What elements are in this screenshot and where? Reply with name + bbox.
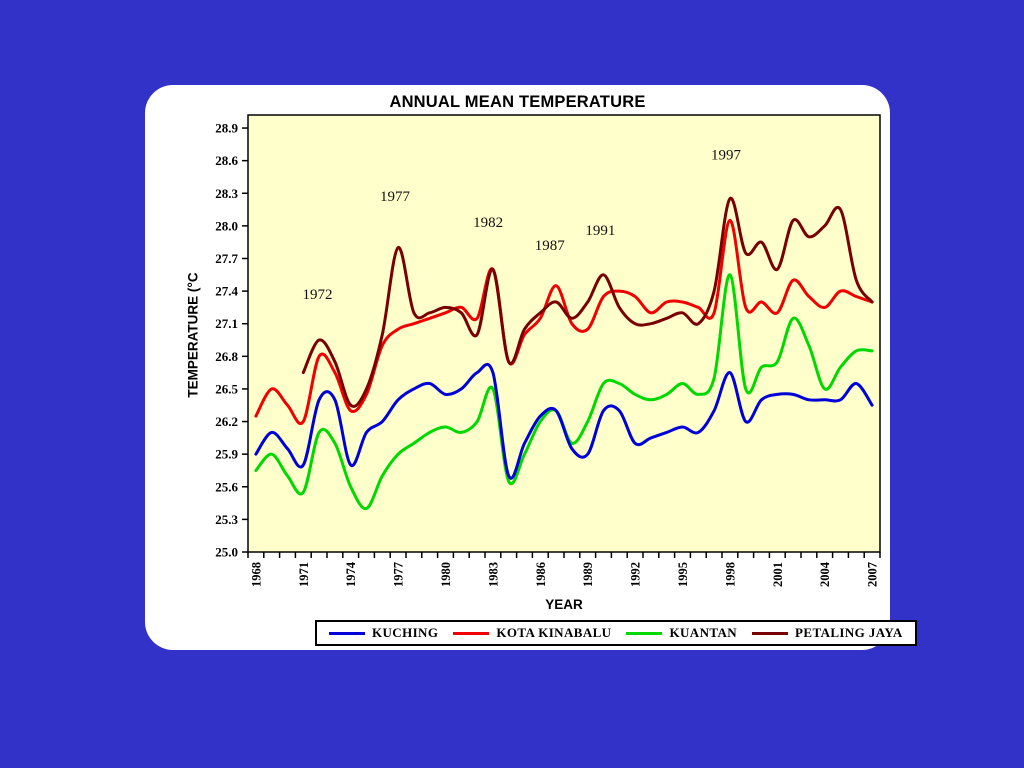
x-tick-label: 2001 (771, 562, 785, 587)
annotation-1997: 1997 (711, 148, 742, 164)
annotation-1977: 1977 (380, 189, 411, 205)
series-line-petaling-jaya (301, 197, 874, 408)
legend-item-kuching: KUCHING (329, 625, 438, 641)
legend-label: PETALING JAYA (795, 625, 903, 640)
x-tick-label: 1980 (439, 562, 453, 587)
legend-item-petaling-jaya: PETALING JAYA (752, 625, 903, 641)
x-tick-label: 1974 (344, 561, 358, 587)
x-tick-label: 2007 (866, 562, 880, 587)
legend-item-kuantan: KUANTAN (626, 625, 737, 641)
x-tick-label: 1995 (676, 562, 690, 587)
y-tick-label: 26.2 (215, 414, 238, 429)
x-tick-label: 2004 (818, 561, 832, 587)
y-tick-label: 25.0 (215, 545, 238, 560)
annotation-1982: 1982 (473, 215, 503, 231)
y-tick-label: 25.3 (215, 512, 238, 527)
y-tick-label: 27.7 (215, 251, 238, 266)
legend-line-swatch (752, 631, 789, 635)
legend: KUCHING KOTA KINABALU KUANTAN PETALING JAYA (315, 620, 917, 646)
x-tick-label: 1989 (581, 562, 595, 587)
x-axis-title: YEAR (545, 597, 583, 612)
x-tick-label: 1983 (486, 562, 500, 587)
legend-label: KOTA KINABALU (496, 625, 612, 640)
x-tick-label: 1971 (297, 562, 311, 587)
y-tick-label: 28.6 (215, 153, 238, 168)
x-tick-label: 1977 (392, 562, 406, 587)
x-tick-label: 1968 (249, 562, 263, 587)
annotation-1972: 1972 (303, 287, 333, 303)
y-tick-label: 26.8 (215, 349, 238, 364)
chart-title: ANNUAL MEAN TEMPERATURE (389, 93, 646, 111)
legend-line-swatch (453, 631, 490, 635)
y-tick-label: 25.6 (215, 479, 238, 494)
x-tick-label: 1986 (534, 562, 548, 587)
annotation-1991: 1991 (585, 223, 615, 239)
y-tick-label: 26.5 (215, 381, 238, 396)
series-line-kota-kinabalu (254, 218, 874, 425)
x-tick-label: 1998 (723, 562, 737, 587)
legend-line-swatch (626, 631, 663, 635)
y-tick-label: 28.9 (215, 121, 238, 136)
y-tick-label: 28.0 (215, 218, 238, 233)
series-line-kuching (254, 362, 874, 480)
legend-label: KUCHING (372, 625, 439, 640)
x-tick-label: 1992 (629, 562, 643, 587)
chart-card: ANNUAL MEAN TEMPERATURE TEMPERATURE (°C … (145, 85, 917, 650)
plot-frame (247, 114, 881, 553)
plot-area: 1968 1971 1974 1977 1980 1983 1986 1989 1992 1995… (215, 114, 881, 587)
legend-item-kota-kinabalu: KOTA KINABALU (453, 625, 611, 641)
y-tick-label: 25.9 (215, 447, 238, 462)
legend-line-swatch (329, 631, 365, 635)
annotation-1987: 1987 (535, 238, 566, 254)
y-tick-label: 27.4 (215, 284, 238, 299)
y-tick-label: 28.3 (215, 186, 238, 201)
y-tick-label: 27.1 (215, 316, 238, 331)
legend-label: KUANTAN (669, 625, 738, 640)
